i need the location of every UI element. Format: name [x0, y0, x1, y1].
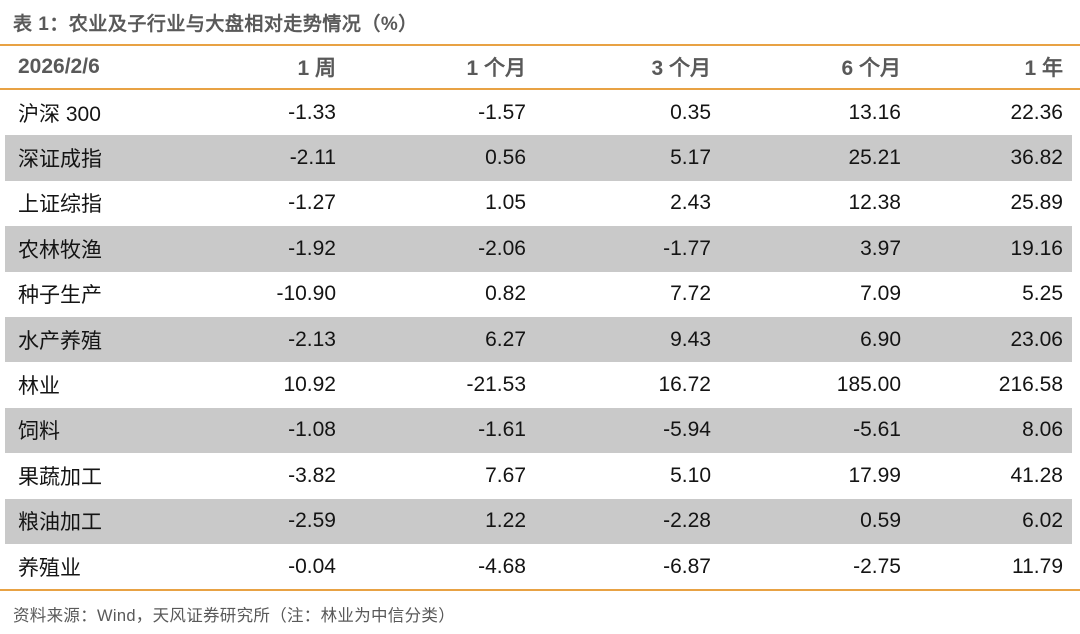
header-cell: 1 年: [1024, 57, 1063, 80]
table-row: 农林牧渔 -1.92 -2.06 -1.77 3.97 19.16: [5, 226, 1072, 272]
row-label: 上证综指: [18, 193, 102, 217]
cell-value: 8.06: [1022, 418, 1063, 442]
cell-value: 2.43: [670, 191, 711, 215]
cell-value: 23.06: [1010, 327, 1063, 351]
cell-value: -1.33: [288, 100, 336, 124]
cell-value: -5.61: [853, 418, 901, 442]
cell-value: 12.38: [848, 191, 901, 215]
cell-value: 6.02: [1022, 509, 1063, 533]
table-row: 林业 10.92 -21.53 16.72 185.00 216.58: [5, 362, 1072, 407]
cell-value: 9.43: [670, 327, 711, 351]
cell-value: -1.08: [288, 418, 336, 442]
cell-value: -6.87: [663, 554, 711, 578]
cell-value: 5.17: [670, 146, 711, 170]
row-label: 种子生产: [18, 284, 102, 308]
header-cell: 1 周: [297, 57, 336, 80]
cell-value: 3.97: [860, 236, 901, 260]
cell-value: 0.35: [670, 100, 711, 124]
table-row: 深证成指 -2.11 0.56 5.17 25.21 36.82: [5, 135, 1072, 181]
cell-value: 19.16: [1010, 236, 1063, 260]
table-row: 饲料 -1.08 -1.61 -5.94 -5.61 8.06: [5, 407, 1072, 454]
cell-value: -2.59: [288, 509, 336, 533]
cell-value: -2.75: [853, 554, 901, 578]
table-row: 果蔬加工 -3.82 7.67 5.10 17.99 41.28: [5, 453, 1072, 498]
cell-value: 1.05: [485, 191, 526, 215]
cell-value: 0.82: [485, 282, 526, 306]
cell-value: -10.90: [276, 282, 336, 306]
table-row: 水产养殖 -2.13 6.27 9.43 6.90 23.06: [5, 316, 1072, 363]
cell-value: -21.53: [466, 373, 526, 397]
header-date-cell: 2026/2/6: [18, 55, 100, 78]
cell-value: 7.09: [860, 282, 901, 306]
cell-value: 10.92: [283, 373, 336, 397]
cell-value: -0.04: [288, 554, 336, 578]
cell-value: -1.61: [478, 418, 526, 442]
cell-value: -4.68: [478, 554, 526, 578]
cell-value: 185.00: [836, 373, 901, 397]
cell-value: 11.79: [1012, 554, 1063, 578]
table-header-row: 2026/2/6 1 周 1 个月 3 个月 6 个月 1 年: [5, 46, 1072, 88]
cell-value: 5.25: [1022, 282, 1063, 306]
table-row: 沪深 300 -1.33 -1.57 0.35 13.16 22.36: [5, 90, 1072, 135]
cell-value: 41.28: [1010, 463, 1063, 487]
cell-value: 5.10: [670, 463, 711, 487]
cell-value: -1.77: [663, 236, 711, 260]
table-title: 表 1：农业及子行业与大盘相对走势情况（%）: [13, 13, 418, 35]
cell-value: 25.89: [1010, 191, 1063, 215]
row-label: 粮油加工: [18, 511, 102, 535]
cell-value: 216.58: [998, 373, 1063, 397]
cell-value: -2.13: [288, 327, 336, 351]
table-row: 养殖业 -0.04 -4.68 -6.87 -2.75 11.79: [5, 544, 1072, 589]
table-row: 粮油加工 -2.59 1.22 -2.28 0.59 6.02: [5, 498, 1072, 544]
cell-value: 22.36: [1010, 100, 1063, 124]
row-label: 农林牧渔: [18, 238, 102, 262]
cell-value: -2.28: [663, 509, 711, 533]
cell-value: -2.11: [289, 146, 336, 170]
cell-value: 16.72: [658, 373, 711, 397]
row-label: 养殖业: [18, 556, 81, 580]
table-body: 沪深 300 -1.33 -1.57 0.35 13.16 22.36 深证成指 -2.11 0…: [5, 90, 1072, 589]
header-cell: 1 个月: [466, 57, 526, 80]
cell-value: 0.56: [485, 146, 526, 170]
row-label: 饲料: [18, 420, 60, 444]
header-rule: [0, 88, 1080, 90]
row-label: 林业: [18, 375, 60, 399]
cell-value: 6.90: [860, 327, 901, 351]
row-label: 深证成指: [18, 148, 102, 172]
top-rule: [0, 44, 1080, 46]
cell-value: 7.67: [485, 463, 526, 487]
bottom-rule: [0, 589, 1080, 592]
cell-value: -3.82: [288, 463, 336, 487]
cell-value: 0.59: [860, 509, 901, 533]
source-note: 资料来源：Wind，天风证券研究所（注：林业为中信分类）: [13, 607, 455, 626]
row-label: 沪深 300: [18, 102, 101, 126]
cell-value: -1.57: [478, 100, 526, 124]
cell-value: -2.06: [478, 236, 526, 260]
cell-value: -5.94: [663, 418, 711, 442]
header-cell: 6 个月: [841, 57, 901, 80]
cell-value: 7.72: [670, 282, 711, 306]
table-row: 种子生产 -10.90 0.82 7.72 7.09 5.25: [5, 272, 1072, 317]
cell-value: 1.22: [485, 509, 526, 533]
cell-value: 6.27: [485, 327, 526, 351]
row-label: 水产养殖: [18, 329, 102, 353]
cell-value: 36.82: [1010, 146, 1063, 170]
cell-value: 13.16: [848, 100, 901, 124]
row-label: 果蔬加工: [18, 465, 102, 489]
cell-value: -1.92: [288, 236, 336, 260]
cell-value: 17.99: [848, 463, 901, 487]
table-row: 上证综指 -1.27 1.05 2.43 12.38 25.89: [5, 181, 1072, 226]
cell-value: 25.21: [848, 146, 901, 170]
header-cell: 3 个月: [651, 57, 711, 80]
cell-value: -1.27: [288, 191, 336, 215]
